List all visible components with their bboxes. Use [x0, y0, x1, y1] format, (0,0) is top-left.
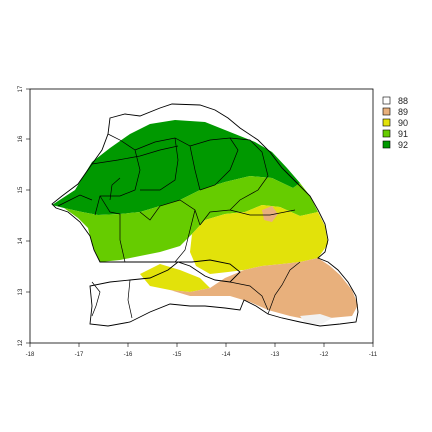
zone-89 — [170, 258, 358, 320]
legend-label-88: 88 — [398, 96, 408, 106]
zone-91 — [64, 176, 318, 262]
y-tick-label: 13 — [18, 288, 24, 295]
legend-label-90: 90 — [398, 118, 408, 128]
raster-layer — [52, 120, 358, 324]
x-tick-label: -18 — [26, 352, 35, 358]
legend-swatch-90 — [382, 118, 391, 127]
boundary-layer — [51, 103, 359, 327]
x-tick-label: -13 — [271, 352, 280, 358]
legend-swatch-88 — [382, 96, 391, 105]
y-tick-label: 15 — [18, 186, 24, 193]
x-tick-label: -15 — [173, 352, 182, 358]
x-tick-label: -14 — [222, 352, 231, 358]
x-tick-label: -16 — [124, 352, 133, 358]
y-tick-label: 16 — [18, 135, 24, 142]
x-tick-label: -17 — [75, 352, 84, 358]
legend-label-89: 89 — [398, 107, 408, 117]
legend-swatch-92 — [382, 140, 391, 149]
y-tick-labels: 12 13 14 15 16 17 — [18, 85, 24, 346]
zone-92 — [52, 120, 300, 215]
x-tick-label: -12 — [320, 352, 329, 358]
x-tick-label: -11 — [369, 352, 378, 358]
y-tick-label: 12 — [18, 339, 24, 346]
legend: 88 89 90 91 92 — [382, 96, 408, 150]
legend-label-91: 91 — [398, 129, 408, 139]
legend-label-92: 92 — [398, 140, 408, 150]
y-axis — [26, 88, 30, 344]
x-tick-labels: -18 -17 -16 -15 -14 -13 -12 -11 — [26, 352, 378, 358]
country-outline — [51, 103, 359, 327]
zone-90-south — [140, 264, 210, 292]
y-tick-label: 17 — [18, 85, 24, 92]
legend-swatch-89 — [382, 107, 391, 116]
x-axis — [29, 343, 374, 347]
y-tick-label: 14 — [18, 237, 24, 244]
zone-90 — [190, 205, 328, 274]
zone-88 — [300, 314, 332, 324]
zone-89-spot — [262, 206, 278, 222]
legend-swatch-91 — [382, 129, 391, 138]
region-boundaries — [57, 133, 301, 319]
